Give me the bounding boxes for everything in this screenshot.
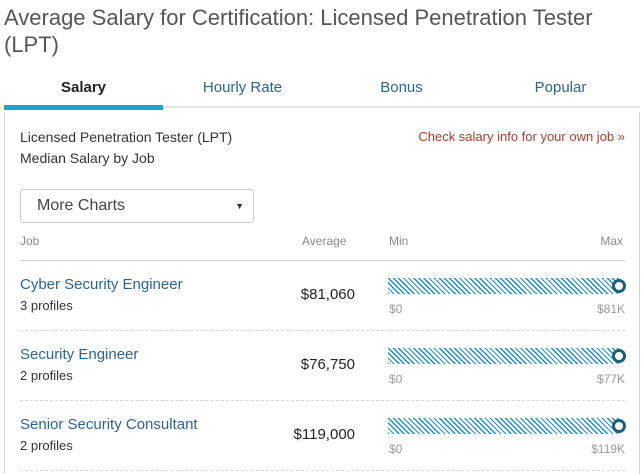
column-header-max: Max bbox=[600, 234, 623, 248]
salary-range-fill bbox=[388, 418, 621, 434]
column-header-average: Average bbox=[302, 234, 347, 248]
range-max-label: $77K bbox=[596, 372, 625, 386]
median-marker-icon bbox=[612, 279, 627, 293]
card-heading: Licensed Penetration Tester (LPT) bbox=[20, 129, 233, 145]
job-link[interactable]: Cyber Security Engineer bbox=[20, 276, 183, 293]
salary-range-bar bbox=[388, 278, 627, 294]
range-max-label: $81K bbox=[596, 302, 625, 316]
card-header: Licensed Penetration Tester (LPT) Median… bbox=[20, 127, 232, 169]
salary-card: Licensed Penetration Tester (LPT) Median… bbox=[4, 112, 640, 474]
average-salary: $81,060 bbox=[300, 286, 355, 303]
salary-range-fill bbox=[388, 278, 621, 294]
caret-down-icon: ▼ bbox=[235, 201, 244, 211]
tab-hourly-rate[interactable]: Hourly Rate bbox=[202, 79, 283, 96]
range-min-label: $0 bbox=[389, 302, 403, 316]
own-job-salary-link[interactable]: Check salary info for your own job » bbox=[418, 129, 625, 144]
table-row: Cyber Security Engineer 3 profiles $81,0… bbox=[5, 260, 641, 330]
tab-popular[interactable]: Popular bbox=[534, 79, 587, 96]
profile-count: 3 profiles bbox=[20, 298, 73, 313]
salary-range-fill bbox=[388, 348, 621, 364]
median-marker-icon bbox=[612, 349, 627, 363]
tab-bar: Salary Hourly Rate Bonus Popular bbox=[4, 74, 640, 110]
row-divider bbox=[20, 330, 625, 331]
tab-salary[interactable]: Salary bbox=[4, 74, 163, 110]
tab-bonus[interactable]: Bonus bbox=[380, 79, 423, 96]
tab-divider bbox=[163, 106, 640, 108]
job-link[interactable]: Senior Security Consultant bbox=[20, 416, 198, 433]
column-header-min: Min bbox=[389, 234, 409, 248]
header-divider bbox=[20, 260, 625, 261]
table-row: Security Engineer 2 profiles $76,750 $0 … bbox=[5, 330, 641, 400]
job-link[interactable]: Security Engineer bbox=[20, 346, 139, 363]
range-max-label: $119K bbox=[591, 442, 625, 456]
row-divider bbox=[20, 400, 625, 401]
page-title: Average Salary for Certification: Licens… bbox=[4, 5, 593, 57]
average-salary: $119,000 bbox=[293, 426, 355, 443]
column-header-job: Job bbox=[20, 234, 40, 248]
table-row: Senior Security Consultant 2 profiles $1… bbox=[5, 400, 641, 470]
profile-count: 2 profiles bbox=[20, 368, 73, 383]
select-value: More Charts bbox=[37, 197, 126, 214]
row-divider bbox=[20, 470, 625, 471]
card-subheading: Median Salary by Job bbox=[20, 150, 155, 166]
range-min-label: $0 bbox=[389, 442, 403, 456]
salary-range-bar bbox=[388, 418, 627, 434]
more-charts-select[interactable]: More Charts ▼ bbox=[20, 189, 254, 223]
salary-range-bar bbox=[388, 348, 627, 364]
median-marker-icon bbox=[612, 419, 627, 433]
profile-count: 2 profiles bbox=[20, 438, 73, 453]
range-min-label: $0 bbox=[389, 372, 403, 386]
average-salary: $76,750 bbox=[300, 356, 355, 373]
